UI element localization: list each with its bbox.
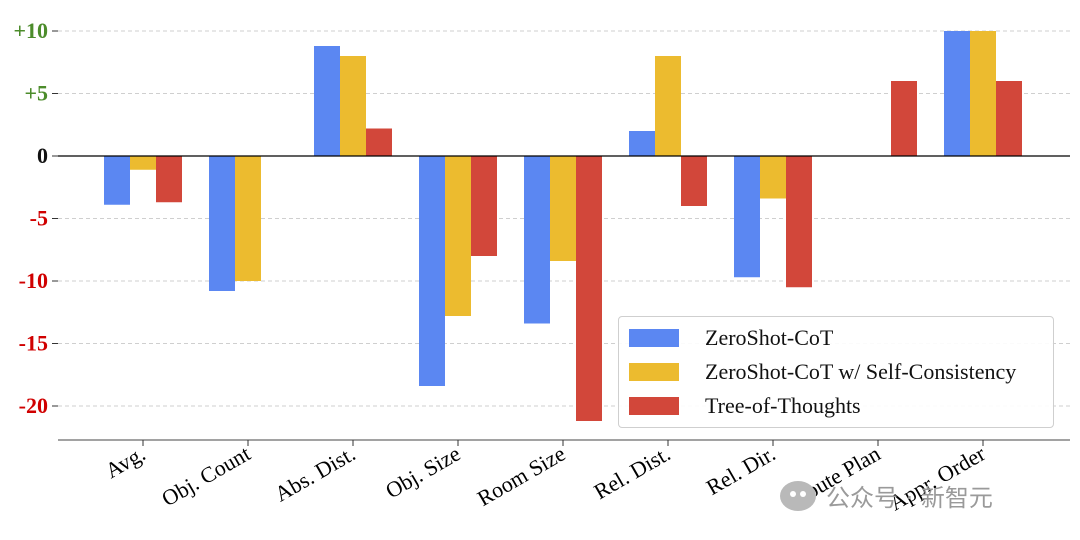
wechat-icon [780, 480, 816, 511]
legend-label: ZeroShot-CoT w/ Self-Consistency [705, 359, 1017, 384]
legend-item-zeroshot-cot: ZeroShot-CoT [629, 323, 833, 353]
legend: ZeroShot-CoT ZeroShot-CoT w/ Self-Consis… [618, 316, 1054, 428]
bar [209, 156, 235, 291]
x-tick-label: Abs. Dist. [270, 441, 359, 507]
legend-label: Tree-of-Thoughts [705, 393, 861, 418]
bar [156, 156, 182, 203]
bar [734, 156, 760, 278]
bar [314, 46, 340, 156]
bar [655, 56, 681, 156]
y-tick-label: -15 [19, 331, 48, 356]
x-tick-label: Rel. Dist. [589, 441, 674, 505]
bar [760, 156, 786, 199]
y-tick-label: -5 [30, 206, 48, 231]
bars [104, 31, 1022, 421]
legend-swatch [629, 397, 679, 415]
legend-label: ZeroShot-CoT [705, 325, 834, 350]
bar [419, 156, 445, 386]
x-tick-label: Obj. Size [381, 441, 464, 504]
bar [550, 156, 576, 261]
y-tick-label: +5 [24, 81, 48, 106]
watermark-text: 公众号 · 新智元 [826, 484, 993, 512]
legend-swatch [629, 329, 679, 347]
bar [235, 156, 261, 281]
y-tick-label: 0 [37, 143, 48, 168]
y-tick-label: -10 [19, 268, 48, 293]
legend-item-self-consistency: ZeroShot-CoT w/ Self-Consistency [629, 357, 1016, 387]
bar [524, 156, 550, 324]
bar [340, 56, 366, 156]
x-tick-label: Rel. Dir. [702, 441, 780, 500]
bar [130, 156, 156, 170]
bar [891, 81, 917, 156]
bar [970, 31, 996, 156]
watermark: 公众号 · 新智元 [780, 478, 993, 513]
bar [576, 156, 602, 421]
bar [471, 156, 497, 256]
bar [786, 156, 812, 288]
x-tick-label: Avg. [101, 441, 150, 484]
x-tick-label: Room Size [473, 441, 570, 511]
axes [58, 155, 1070, 441]
y-tick-label: -20 [19, 393, 48, 418]
bar [629, 131, 655, 156]
bar [996, 81, 1022, 156]
y-tick-label: +10 [13, 18, 48, 43]
bar [445, 156, 471, 316]
legend-item-tree-of-thoughts: Tree-of-Thoughts [629, 391, 861, 421]
bar [944, 31, 970, 156]
bar [104, 156, 130, 205]
y-axis-ticks: +10 +5 0 -5 -10 -15 -20 [13, 18, 58, 418]
legend-swatch [629, 363, 679, 381]
x-tick-label: Obj. Count [157, 441, 254, 512]
bar [366, 128, 392, 156]
bar [681, 156, 707, 206]
